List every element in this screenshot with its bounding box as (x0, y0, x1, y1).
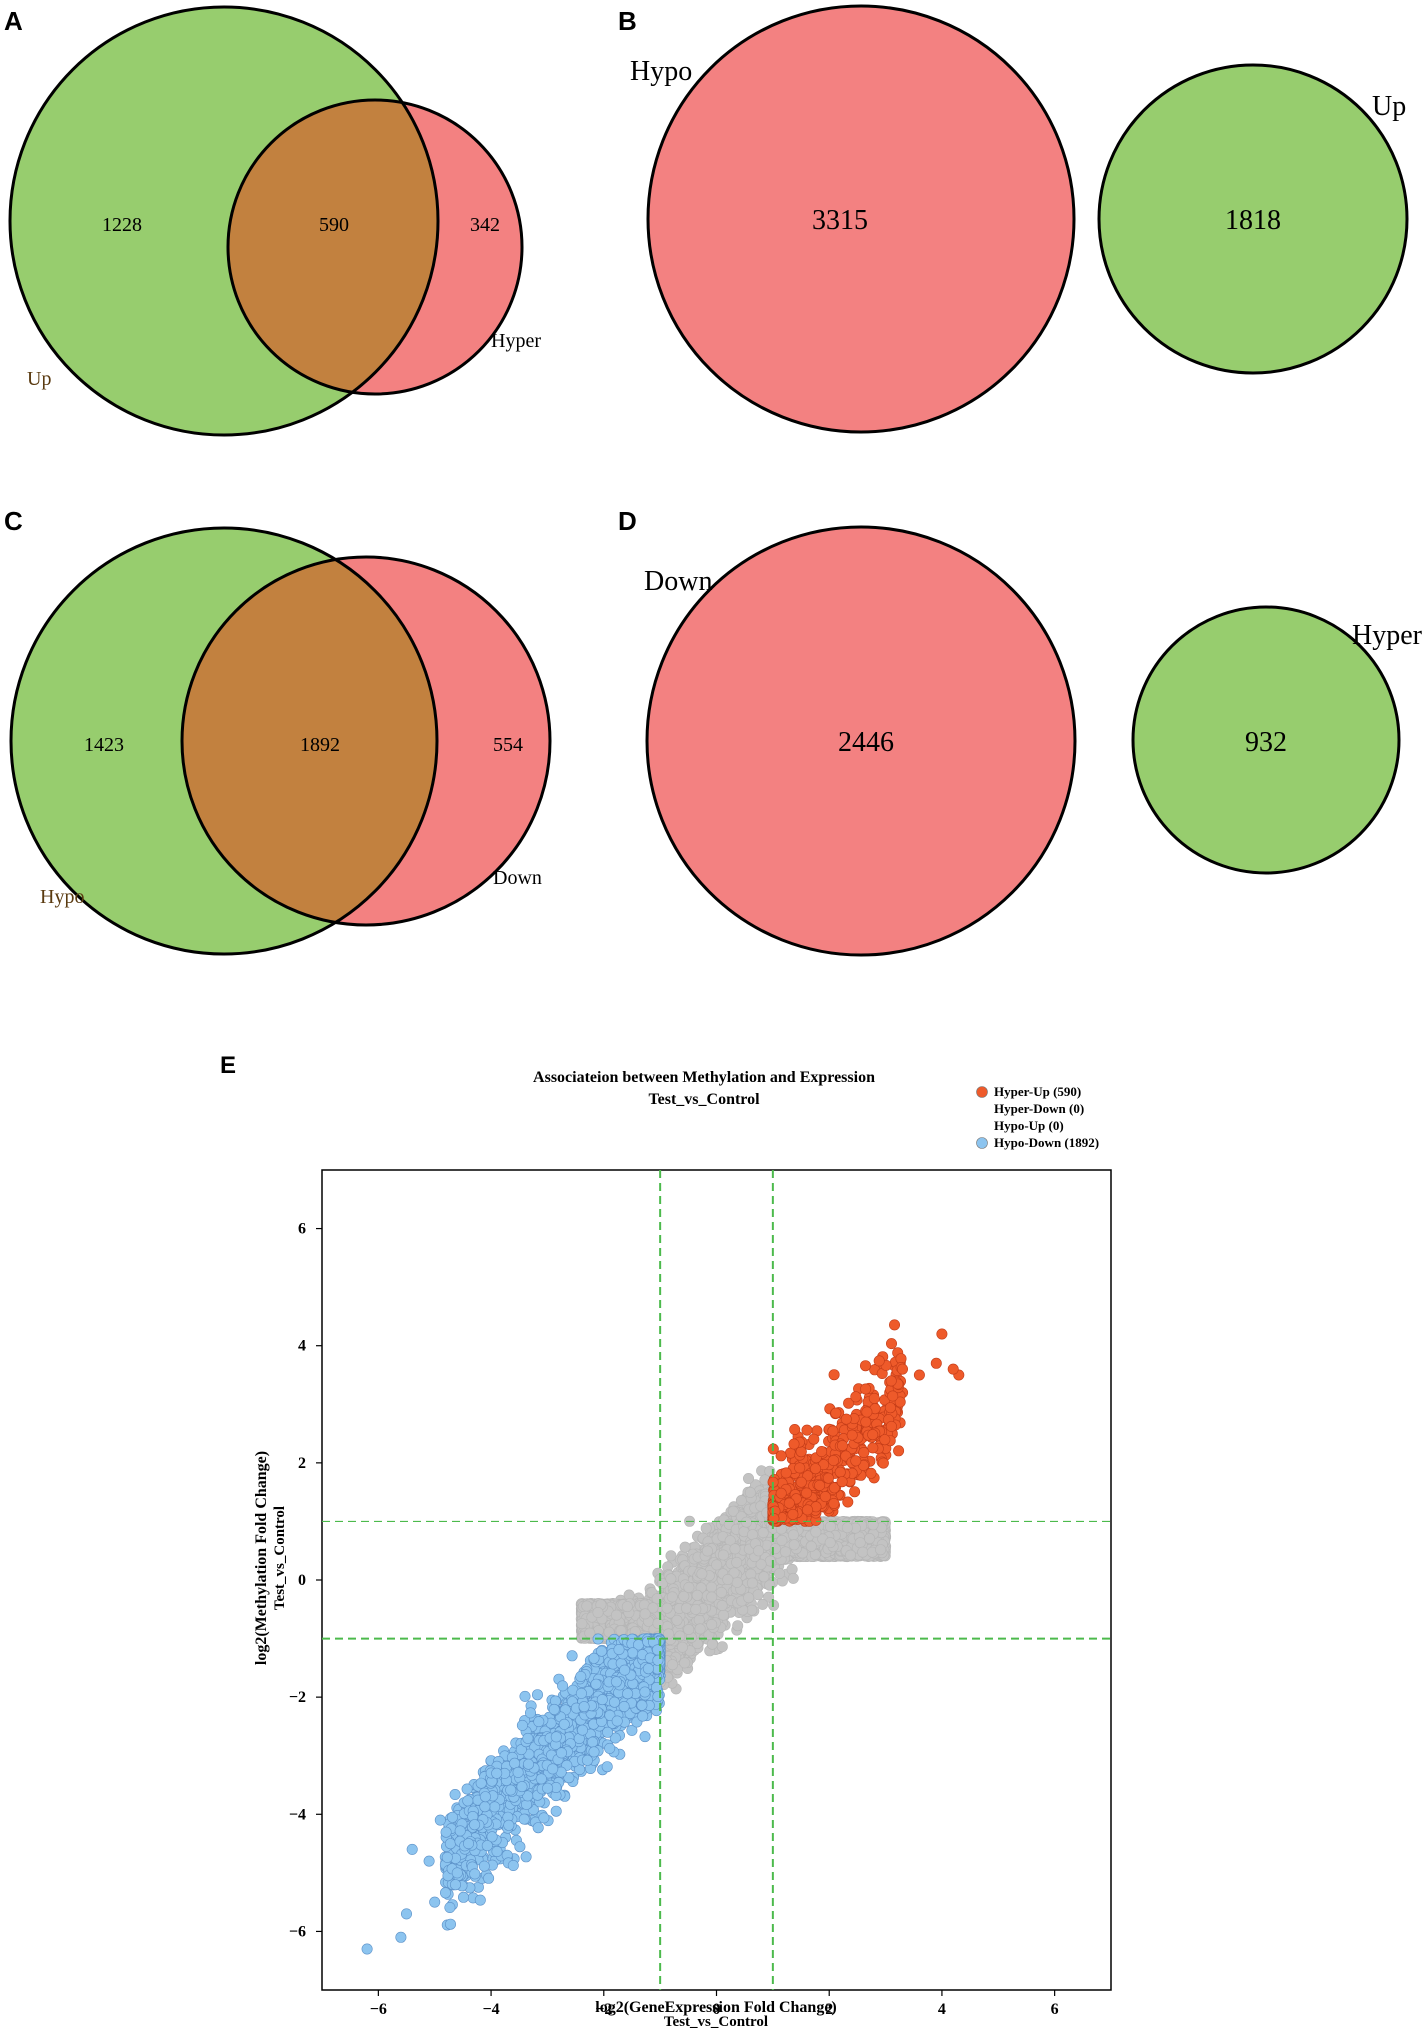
panel-a: A 1228 590 342 Up Hyper (4, 5, 541, 437)
legend-label: Hypo-Up (0) (994, 1118, 1064, 1133)
venn-c-hypo-label: Hypo (40, 886, 84, 908)
venn-d-down-circle (645, 525, 1077, 957)
venn-d-hyper-label: Hyper (1352, 620, 1423, 651)
venn-b-up-label: Up (1372, 91, 1406, 122)
panel-c: C 1423 1892 554 Hypo Down (4, 506, 552, 956)
scatter-points (361, 1319, 965, 1955)
venn-c-down-only-count: 554 (493, 734, 523, 756)
legend-marker (976, 1137, 988, 1149)
legend-label: Hypo-Down (1892) (994, 1135, 1099, 1150)
legend-marker (976, 1086, 988, 1098)
venn-d-down-count: 2446 (838, 727, 894, 758)
point-not-significant (732, 1620, 744, 1632)
chart-subtitle: Test_vs_Control (648, 1091, 760, 1108)
panel-e: E Associateion between Methylation and E… (220, 1052, 1112, 2028)
venn-d-hyper-circle (1131, 605, 1401, 875)
venn-c-overlap-region (182, 557, 437, 925)
venn-b-hypo-count: 3315 (812, 205, 868, 236)
venn-a-up-only-count: 1228 (102, 214, 142, 236)
point-not-significant (757, 1598, 769, 1610)
panel-d-letter: D (618, 506, 637, 536)
venn-c-hypo-only-count: 1423 (84, 734, 124, 756)
legend-label: Hyper-Up (590) (994, 1084, 1081, 1099)
venn-d-hyper-count: 932 (1245, 727, 1287, 758)
panel-b: B Hypo Up 3315 1818 (618, 4, 1409, 434)
point-not-significant (763, 1591, 775, 1603)
venn-b-hypo-label: Hypo (630, 56, 692, 87)
venn-a-up-label: Up (27, 368, 51, 390)
venn-a-hyper-label: Hyper (491, 330, 541, 352)
panel-c-letter: C (4, 506, 23, 536)
venn-a-overlap-count: 590 (319, 214, 349, 236)
venn-b-hypo-circle (646, 4, 1076, 434)
panel-d: D Down Hyper 2446 932 (618, 506, 1423, 957)
venn-a-hyper-only-count: 342 (470, 214, 500, 236)
venn-d-down-label: Down (644, 566, 712, 597)
panel-b-letter: B (618, 6, 637, 36)
chart-legend: Hyper-Up (590) Hyper-Down (0) Hypo-Up (0) H… (976, 1084, 1099, 1150)
venn-c-down-label: Down (493, 867, 542, 889)
venn-b-up-count: 1818 (1225, 205, 1281, 236)
chart-title: Associateion between Methylation and Exp… (533, 1069, 875, 1086)
point-not-significant (787, 1572, 799, 1584)
panel-e-letter: E (220, 1052, 236, 1079)
panel-a-letter: A (4, 6, 23, 36)
venn-a-overlap-region (228, 100, 438, 394)
legend-label: Hyper-Down (0) (994, 1101, 1084, 1116)
point-not-significant (665, 1550, 677, 1562)
venn-c-overlap-count: 1892 (300, 734, 340, 756)
venn-b-up-circle (1097, 63, 1409, 375)
